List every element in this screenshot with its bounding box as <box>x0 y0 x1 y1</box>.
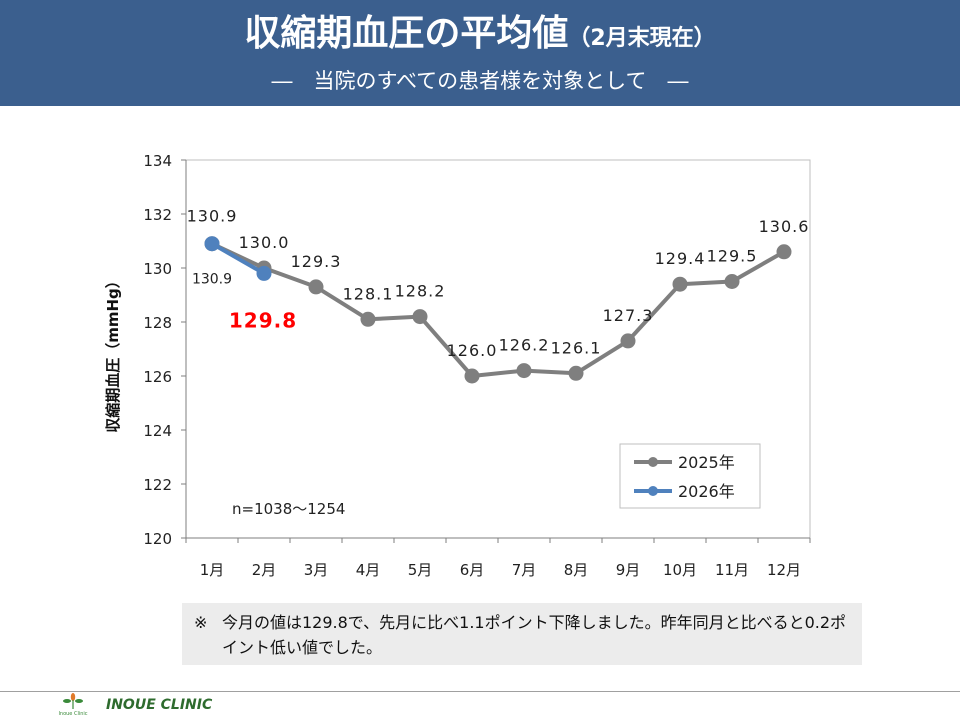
data-label-2025: 130.6 <box>759 217 810 236</box>
title-main: 収縮期血圧の平均値 <box>244 13 569 54</box>
y-tick-label: 122 <box>143 476 172 494</box>
x-tick-label: 4月 <box>356 561 381 579</box>
data-point-0 <box>672 276 688 292</box>
x-tick-label: 6月 <box>460 561 485 579</box>
page-title: 収縮期血圧の平均値（2月末現在） <box>0 12 960 61</box>
page-subtitle: ― 当院のすべての患者様を対象として ― <box>271 69 689 93</box>
data-point-1 <box>204 236 220 252</box>
data-point-0 <box>568 365 584 381</box>
comment-text: 今月の値は129.8で、先月に比べ1.1ポイント下降しました。昨年同月と比べると… <box>222 613 847 657</box>
sample-size-note: n=1038～1254 <box>232 500 345 518</box>
x-tick-label: 8月 <box>564 561 589 579</box>
series-line-1 <box>211 241 265 276</box>
data-label-2025: 126.0 <box>447 341 498 360</box>
flower-icon <box>63 693 83 709</box>
legend-label: 2026年 <box>678 482 735 501</box>
data-label-2025: 127.3 <box>603 306 654 325</box>
comment-mark: ※ <box>194 613 208 632</box>
y-tick-label: 134 <box>143 152 172 170</box>
data-point-0 <box>308 279 324 295</box>
series-line-0 <box>211 241 785 378</box>
y-tick-label: 128 <box>143 314 172 332</box>
x-tick-label: 10月 <box>663 561 697 579</box>
legend-label: 2025年 <box>678 453 735 472</box>
data-label-2025: 129.5 <box>707 247 758 266</box>
line-chart: 120 122 124 126 128 130 132 134 1月 2月 3月 4月 5月 6月 7月 8月… <box>104 152 811 579</box>
comment-box: ※ 今月の値は129.8で、先月に比べ1.1ポイント下降しました。昨年同月と比べ… <box>182 603 862 665</box>
y-tick-label: 120 <box>143 530 172 548</box>
x-tick-label: 12月 <box>767 561 801 579</box>
data-label-2025: 128.2 <box>395 282 446 301</box>
data-point-0 <box>516 363 532 379</box>
data-point-1 <box>256 265 272 281</box>
clinic-name: INOUE CLINIC <box>106 697 213 713</box>
x-tick-label: 1月 <box>200 561 225 579</box>
data-point-0 <box>464 368 480 384</box>
clinic-logo: Inoue Clinic <box>58 693 88 717</box>
x-tick-label: 11月 <box>715 561 749 579</box>
data-label-2025: 128.1 <box>343 284 394 303</box>
legend-box <box>619 443 761 509</box>
footer-divider <box>0 691 960 692</box>
header-banner: 収縮期血圧の平均値（2月末現在） ― 当院のすべての患者様を対象として ― <box>0 0 960 106</box>
x-tick-label: 3月 <box>304 561 329 579</box>
x-tick-label: 9月 <box>616 561 641 579</box>
data-point-0 <box>412 309 428 325</box>
y-tick-label: 132 <box>143 206 172 224</box>
data-label-2025: 126.1 <box>551 338 602 357</box>
data-point-0 <box>776 244 792 260</box>
highlight-current-value: 129.8 <box>229 308 297 332</box>
legend-marker-1 <box>648 486 658 496</box>
y-tick-label: 130 <box>143 260 172 278</box>
y-axis-title: 収縮期血圧（mmHg） <box>104 273 122 433</box>
data-label-2025: 129.4 <box>655 249 706 268</box>
data-label-2025: 130.0 <box>239 233 290 252</box>
legend-marker-0 <box>648 457 658 467</box>
data-label-2026: 130.9 <box>192 272 232 288</box>
title-date-note: （2月末現在） <box>568 26 716 51</box>
data-point-0 <box>620 333 636 349</box>
data-label-2025: 130.9 <box>187 207 238 226</box>
y-tick-label: 126 <box>143 368 172 386</box>
data-point-0 <box>360 311 376 327</box>
data-label-2025: 129.3 <box>291 252 342 271</box>
data-label-2025: 126.2 <box>499 336 550 355</box>
x-tick-label: 5月 <box>408 561 433 579</box>
x-tick-label: 7月 <box>512 561 537 579</box>
x-tick-label: 2月 <box>252 561 277 579</box>
y-tick-label: 124 <box>143 422 172 440</box>
data-point-0 <box>724 274 740 289</box>
logo-text: Inoue Clinic <box>58 711 87 717</box>
